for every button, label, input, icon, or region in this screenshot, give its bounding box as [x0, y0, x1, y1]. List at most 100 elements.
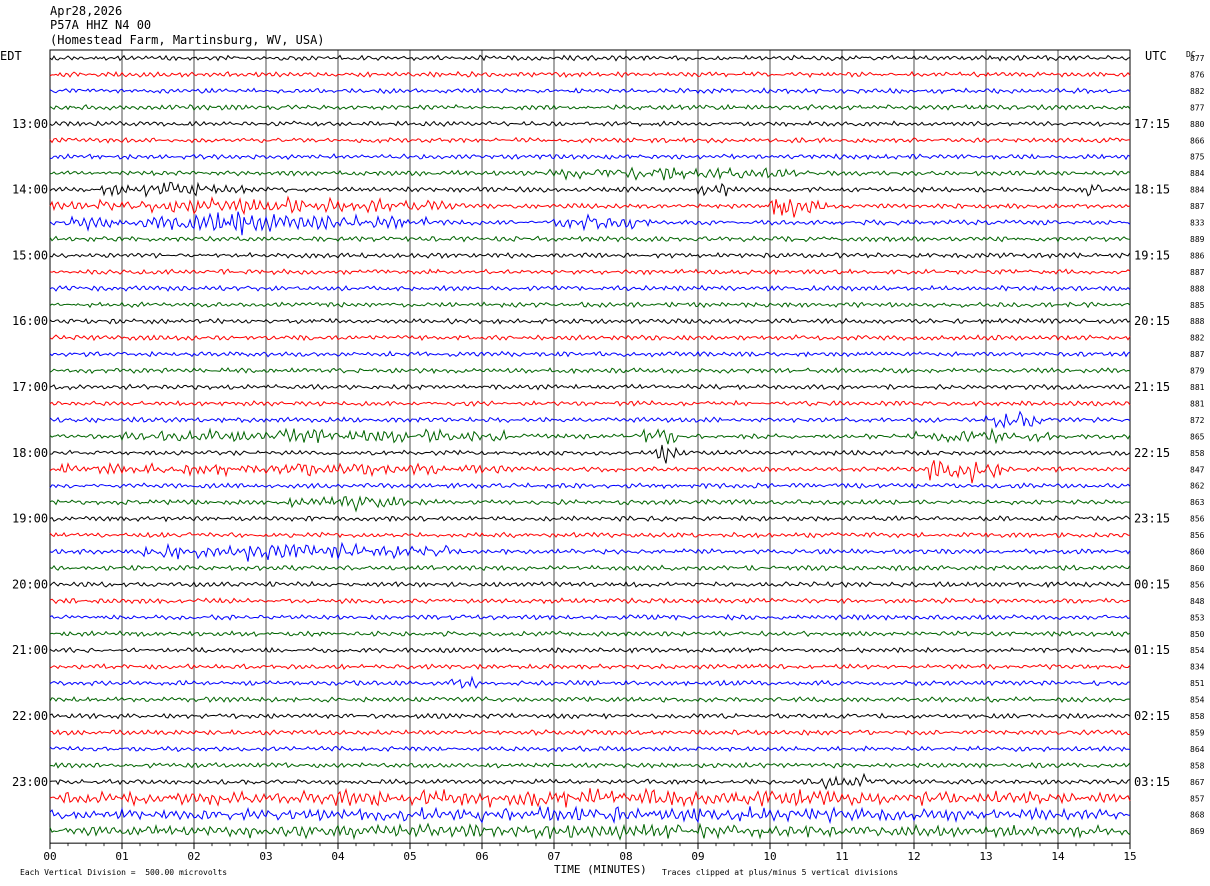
edt-hour-label: 22:00: [12, 709, 48, 723]
trace-39: [49, 696, 1131, 703]
trace-20: [49, 383, 1131, 391]
utc-hour-label: 21:15: [1134, 380, 1170, 394]
trace-31: [49, 564, 1131, 572]
dc-offset-label: 885: [1190, 301, 1205, 310]
edt-hour-label: 23:00: [12, 775, 48, 789]
dc-offset-label: 881: [1190, 399, 1205, 408]
trace-7: [49, 166, 1131, 181]
dc-offset-label: 851: [1190, 679, 1205, 688]
trace-0: [49, 54, 1131, 62]
x-tick-label: 07: [547, 850, 560, 863]
dc-offset-label: 848: [1190, 597, 1205, 606]
trace-25: [49, 460, 1131, 484]
dc-offset-label: 887: [1190, 350, 1205, 359]
trace-9: [49, 195, 1131, 218]
dc-offset-label: 834: [1190, 663, 1205, 672]
utc-hour-label: 17:15: [1134, 117, 1170, 131]
trace-34: [49, 613, 1131, 621]
x-tick-label: 01: [115, 850, 128, 863]
dc-offset-label: 884: [1190, 186, 1205, 195]
trace-6: [49, 153, 1131, 161]
dc-offset-label: 887: [1190, 202, 1205, 211]
dc-offset-label: 860: [1190, 564, 1205, 573]
dc-offset-label: 857: [1190, 794, 1205, 803]
trace-24: [49, 444, 1131, 464]
dc-offset-label: 854: [1190, 696, 1205, 705]
trace-32: [49, 580, 1131, 589]
dc-offset-label: 877: [1190, 54, 1205, 63]
edt-hour-label: 14:00: [12, 183, 48, 197]
trace-27: [49, 495, 1131, 513]
trace-43: [49, 761, 1131, 769]
x-tick-label: 10: [763, 850, 776, 863]
trace-19: [49, 367, 1131, 375]
dc-offset-label: 887: [1190, 268, 1205, 277]
trace-29: [49, 531, 1131, 539]
trace-44: [49, 772, 1131, 791]
scale-note: Each Vertical Division = 500.00 microvol…: [20, 868, 228, 877]
edt-hour-label: 20:00: [12, 577, 48, 591]
trace-4: [49, 120, 1131, 128]
dc-offset-label: 884: [1190, 169, 1205, 178]
trace-33: [49, 597, 1131, 605]
header-date: Apr28,2026: [50, 4, 123, 18]
dc-offset-label: 876: [1190, 70, 1205, 79]
dc-offset-label: 869: [1190, 827, 1205, 836]
trace-40: [49, 712, 1131, 720]
edt-hour-label: 16:00: [12, 314, 48, 328]
clip-note: Traces clipped at plus/minus 5 vertical …: [662, 868, 899, 877]
dc-offset-label: 856: [1190, 531, 1205, 540]
utc-axis-label: UTC: [1145, 49, 1167, 63]
trace-16: [49, 317, 1131, 325]
trace-38: [49, 675, 1130, 689]
x-tick-label: 15: [1123, 850, 1136, 863]
dc-offset-label: 881: [1190, 383, 1205, 392]
dc-offset-label: 847: [1190, 465, 1205, 474]
trace-11: [49, 235, 1131, 243]
dc-offset-label: 867: [1190, 778, 1205, 787]
dc-offset-label: 865: [1190, 432, 1205, 441]
trace-17: [49, 334, 1131, 342]
dc-offset-label: 833: [1190, 219, 1205, 228]
edt-hour-label: 21:00: [12, 643, 48, 657]
trace-14: [49, 284, 1131, 292]
utc-hour-label: 01:15: [1134, 643, 1170, 657]
dc-offset-label: 882: [1190, 334, 1205, 343]
x-tick-label: 13: [979, 850, 992, 863]
dc-offset-label: 862: [1190, 482, 1205, 491]
utc-hour-label: 18:15: [1134, 183, 1170, 197]
trace-1: [49, 70, 1131, 78]
trace-18: [49, 350, 1131, 358]
dc-offset-label: 882: [1190, 87, 1205, 96]
dc-offset-label: 875: [1190, 153, 1205, 162]
dc-offset-label: 888: [1190, 317, 1205, 326]
utc-hour-label: 22:15: [1134, 446, 1170, 460]
trace-23: [49, 427, 1131, 445]
x-tick-label: 09: [691, 850, 704, 863]
dc-offset-label: 856: [1190, 580, 1205, 589]
dc-offset-label: 860: [1190, 548, 1205, 557]
utc-hour-label: 19:15: [1134, 248, 1170, 262]
x-tick-label: 03: [259, 850, 272, 863]
dc-offset-label: 864: [1190, 745, 1205, 754]
dc-offset-label: 877: [1190, 103, 1205, 112]
edt-hour-label: 15:00: [12, 248, 48, 262]
trace-21: [49, 399, 1131, 407]
dc-offset-label: 856: [1190, 515, 1205, 524]
dc-offset-label: 859: [1190, 728, 1205, 737]
trace-42: [49, 745, 1131, 753]
utc-hour-label: 03:15: [1134, 775, 1170, 789]
trace-30: [49, 541, 1131, 562]
x-tick-label: 11: [835, 850, 848, 863]
trace-36: [49, 646, 1131, 654]
trace-group: [49, 54, 1131, 841]
trace-22: [49, 410, 1131, 429]
utc-hour-label: 23:15: [1134, 512, 1170, 526]
x-tick-label: 02: [187, 850, 200, 863]
edt-hour-label: 19:00: [12, 512, 48, 526]
dc-offset-label: 858: [1190, 761, 1205, 770]
minute-grid: [49, 49, 1131, 850]
trace-3: [49, 103, 1131, 111]
dc-offset-label: 872: [1190, 416, 1205, 425]
